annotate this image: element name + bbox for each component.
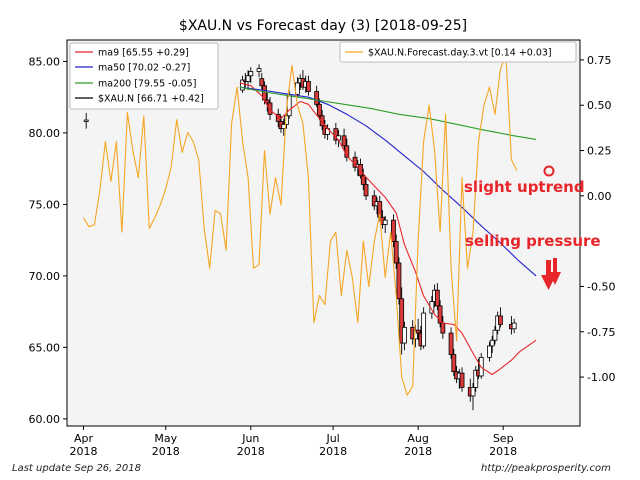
x-tick-label: Jun [241,432,259,445]
candle-body [473,369,479,388]
legend-left-box [69,42,219,110]
candle-body [492,329,498,341]
candle-body [413,329,418,340]
candle-body [448,332,454,355]
x-tick-label: 2018 [237,445,265,458]
candle-body [415,329,421,334]
legend-label-ma50: ma50 [70.02 -0.27] [98,63,190,74]
annotation-selling-text: selling pressure [465,232,601,250]
candle-body [267,102,273,115]
down-arrow-icon [541,260,556,290]
y-left-tick-label: 70.00 [29,270,61,283]
x-tick-label: Apr [74,432,94,445]
candle-body [371,195,377,207]
legend-label-forecast: $XAU.N.Forecast.day.3.vt [0.14 +0.03] [368,48,552,59]
legend-right-box [339,41,577,63]
y-left-tick-label: 75.00 [29,198,61,211]
x-tick-label: 2018 [152,445,180,458]
candle-body [434,289,440,307]
y-right-tick-label: -1.00 [587,371,615,384]
y-right-tick-label: 0.75 [587,54,612,67]
y-left-tick-label: 60.00 [29,413,61,426]
candle-body [314,91,320,105]
uptrend-marker [543,165,555,177]
series-line-ma200 [239,86,537,140]
series-line--xau-n-forecast-day-3-vt [83,53,518,396]
candle-body [245,75,251,82]
candle-body [487,345,492,358]
y-right-tick-label: 0.00 [587,190,612,203]
legend-left: ma9 [65.55 +0.29] ma50 [70.02 -0.27] ma2… [69,42,219,110]
candle-body [451,354,457,373]
y-right-tick-label: -0.50 [587,280,615,293]
candle-body [511,322,517,330]
candle-body [382,219,388,225]
x-tick-label: May [154,432,177,445]
series-line-ma9 [239,82,537,376]
y-left-tick-label: 65.00 [29,341,61,354]
source-link[interactable]: http://peakprosperity.com [481,463,611,474]
y-right-tick-label: -0.75 [587,326,615,339]
candle-body [421,312,427,347]
chart-title: $XAU.N vs Forecast day (3) [2018-09-25] [179,18,467,34]
candle-body [402,326,407,344]
candle-body [306,81,311,92]
series-lines [83,53,537,396]
candles [83,64,517,411]
candle-body [396,262,402,300]
candle-body [240,79,245,91]
last-update-text: Last update Sep 26, 2018 [12,463,141,474]
candle-body [440,322,446,334]
y-right-tick-label: 0.25 [587,145,612,158]
candle-body [360,175,366,185]
candle-body [393,241,399,264]
x-tick-label: 2018 [489,445,517,458]
axes: 85.00 80.00 75.00 70.00 65.00 60.00 0.75 0.50 0.… [29,54,616,458]
x-tick-label: Sep [493,432,514,445]
candle-body [498,315,503,325]
x-tick-label: 2018 [404,445,432,458]
annotation-uptrend-text: slight uptrend [464,178,585,196]
candle-body [391,219,396,242]
y-right-tick-label: 0.50 [587,99,612,112]
candle-body [319,115,325,127]
series-line-ma50 [239,86,537,277]
x-tick-label: Aug [407,432,428,445]
candle-body [437,305,443,324]
candle-body [316,103,322,117]
candle-body [399,298,405,344]
down-arrow-icon-2 [549,258,561,285]
legend-label-xau: $XAU.N [66.71 +0.42] [98,94,204,105]
candle-body [470,386,476,397]
candle-body [256,68,262,72]
candle-body [459,372,465,388]
x-tick-label: Jul [325,432,339,445]
legend-label-ma9: ma9 [65.55 +0.29] [98,48,189,59]
x-tick-label: 2018 [319,445,347,458]
annotation-selling: selling pressure [465,232,601,290]
y-left-tick-label: 80.00 [29,127,61,140]
candle-body [341,135,347,147]
annotation-uptrend: slight uptrend [464,165,585,196]
x-tick-label: 2018 [69,445,97,458]
legend-label-ma200: ma200 [79.55 -0.05] [98,79,196,90]
legend-right: $XAU.N.Forecast.day.3.vt [0.14 +0.03] [339,41,577,63]
candle-body [489,339,495,347]
candle-body [83,119,89,122]
y-left-tick-label: 85.00 [29,55,61,68]
candle-body [248,71,254,77]
candle-body [363,183,369,197]
candle-body [259,78,265,87]
